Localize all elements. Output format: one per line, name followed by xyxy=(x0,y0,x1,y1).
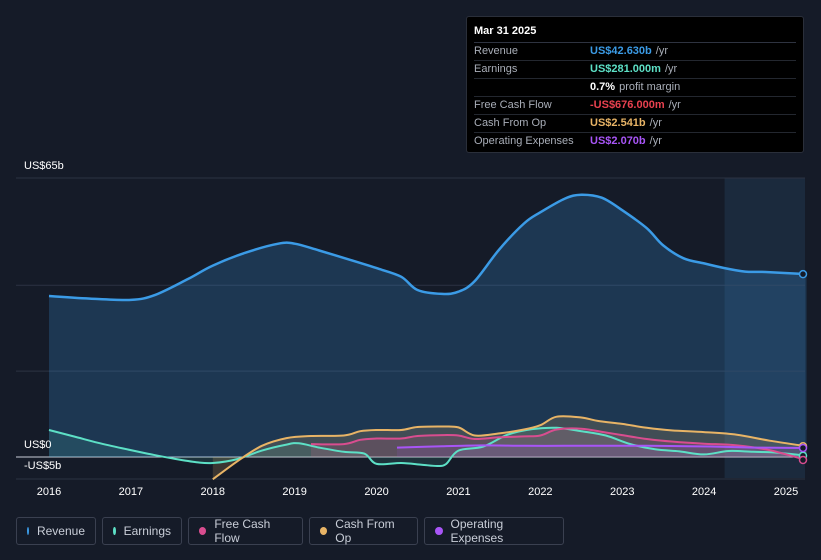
free-cash-flow-endpoint xyxy=(798,455,808,465)
tooltip-row-value: 0.7% xyxy=(590,81,616,93)
tooltip-row-unit: /yr xyxy=(649,117,662,129)
free-cash-flow-line xyxy=(310,427,807,461)
legend-label: Cash From Op xyxy=(335,517,395,545)
earnings-line xyxy=(48,426,807,468)
series-endpoints xyxy=(798,269,808,465)
tooltip-row: Revenue US$42.630b/yr xyxy=(474,43,796,61)
tooltip-row-value: US$281.000m xyxy=(590,63,661,75)
y-axis-zero-label: US$0 xyxy=(24,439,52,451)
y-axis-top-label: US$65b xyxy=(24,160,64,172)
legend-dot-icon xyxy=(435,527,443,535)
tooltip-row: Operating Expenses US$2.070b/yr xyxy=(474,133,796,150)
tooltip-row-value: US$2.541b xyxy=(590,117,646,129)
tooltip-row-value: US$42.630b xyxy=(590,45,652,57)
forecast-region xyxy=(724,178,805,478)
legend-dot-icon xyxy=(27,527,29,535)
x-tick-label: 2018 xyxy=(201,486,225,498)
tooltip-row-label: Free Cash Flow xyxy=(474,99,552,111)
grid xyxy=(16,177,805,480)
x-tick-label: 2017 xyxy=(119,486,143,498)
tooltip-row: Earnings US$281.000m/yr xyxy=(474,61,796,79)
x-tick-label: 2021 xyxy=(446,486,470,498)
x-tick-label: 2022 xyxy=(528,486,552,498)
x-axis-ticks: 2016 2017 2018 2019 2020 2021 2022 2023 2024 2025 xyxy=(37,486,798,498)
legend-item-cash-from-op[interactable]: Cash From Op xyxy=(309,517,418,545)
legend-item-revenue[interactable]: Revenue xyxy=(16,517,96,545)
tooltip-row-value: -US$676.000m xyxy=(590,99,665,111)
x-tick-label: 2020 xyxy=(364,486,388,498)
earnings-area xyxy=(49,427,807,467)
legend-label: Earnings xyxy=(123,524,171,538)
legend-label: Operating Expenses xyxy=(450,517,504,545)
tooltip-row-value: US$2.070b xyxy=(590,135,646,147)
tooltip-row-label: Revenue xyxy=(474,45,519,57)
y-axis-bottom-label: -US$5b xyxy=(24,460,62,472)
tooltip-row-unit: profit margin xyxy=(619,81,681,93)
operating-expenses-endpoint xyxy=(798,443,808,453)
legend-item-free-cash-flow[interactable]: Free Cash Flow xyxy=(188,517,303,545)
revenue-area xyxy=(49,194,807,457)
legend-dot-icon xyxy=(113,527,116,535)
revenue-line xyxy=(48,193,807,302)
legend-dot-icon xyxy=(199,527,207,535)
legend-dot-icon xyxy=(320,527,328,535)
tooltip-date: Mar 31 2025 xyxy=(474,17,796,43)
tooltip-row-label: Operating Expenses xyxy=(474,135,574,147)
tooltip-row-unit: /yr xyxy=(668,99,681,111)
tooltip-row-label xyxy=(474,79,590,96)
cash-from-op-line xyxy=(212,415,807,481)
series-lines xyxy=(48,193,807,481)
legend-item-operating-expenses[interactable]: Operating Expenses xyxy=(424,517,564,545)
tooltip-row-label: Earnings xyxy=(474,63,518,75)
tooltip-row-label: Cash From Op xyxy=(474,117,547,129)
tooltip-row-unit: /yr xyxy=(649,135,662,147)
legend-label: Revenue xyxy=(36,524,85,538)
x-tick-label: 2016 xyxy=(37,486,61,498)
legend-label: Free Cash Flow xyxy=(214,517,271,545)
tooltip-row: Free Cash Flow -US$676.000m/yr xyxy=(474,97,796,115)
tooltip-row: 0.7% profit margin xyxy=(474,79,796,97)
x-tick-label: 2025 xyxy=(774,486,798,498)
legend-item-earnings[interactable]: Earnings xyxy=(102,517,182,545)
x-tick-label: 2023 xyxy=(610,486,634,498)
data-tooltip: Mar 31 2025 Revenue US$42.630b/yr Earnings… xyxy=(466,16,804,153)
operating-expenses-line xyxy=(396,444,807,449)
x-tick-label: 2019 xyxy=(282,486,306,498)
series-areas xyxy=(49,194,807,480)
revenue-endpoint xyxy=(798,269,808,279)
tooltip-row-unit: /yr xyxy=(655,45,668,57)
x-tick-label: 2024 xyxy=(692,486,716,498)
tooltip-row: Cash From Op US$2.541b/yr xyxy=(474,115,796,133)
tooltip-rows: Revenue US$42.630b/yr Earnings US$281.000m /… xyxy=(474,43,796,150)
tooltip-row-unit: /yr xyxy=(664,63,678,75)
